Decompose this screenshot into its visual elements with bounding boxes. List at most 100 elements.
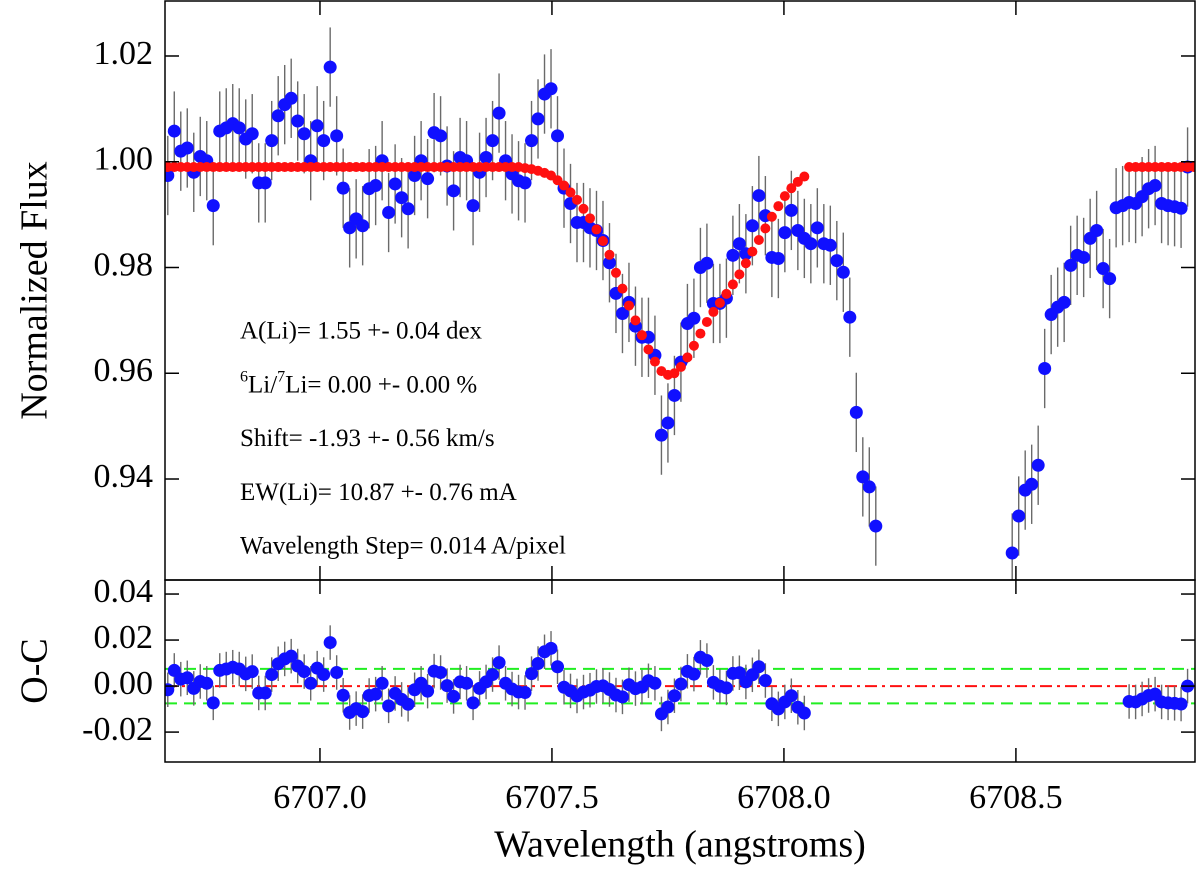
plot-frame <box>164 579 1196 763</box>
y-tick-label: 0.96 <box>94 352 154 389</box>
data-point <box>779 191 790 202</box>
data-point <box>617 283 628 294</box>
data-point <box>649 356 660 367</box>
y-tick-label: 0.94 <box>94 458 154 495</box>
data-point <box>206 199 220 213</box>
data-point <box>525 667 539 681</box>
data-point <box>518 176 532 190</box>
data-point <box>447 184 461 198</box>
data-point <box>284 649 298 663</box>
data-point <box>1005 546 1019 560</box>
data-point <box>1148 179 1162 193</box>
data-point <box>1077 250 1091 264</box>
data-point <box>369 687 383 701</box>
data-point <box>732 666 746 680</box>
data-point <box>388 177 402 191</box>
data-point <box>284 91 298 105</box>
data-point <box>343 221 357 235</box>
data-point <box>810 221 824 235</box>
data-point <box>297 665 311 679</box>
data-point <box>1096 262 1110 276</box>
data-point <box>200 676 214 690</box>
data-point <box>615 307 629 321</box>
data-point <box>630 315 641 326</box>
data-point <box>830 254 844 268</box>
data-point <box>701 316 712 327</box>
data-point <box>786 183 797 194</box>
data-point <box>317 668 331 682</box>
data-point <box>752 660 766 674</box>
y-tick-label: 1.02 <box>94 35 154 72</box>
data-point <box>667 388 681 402</box>
data-point <box>167 124 181 138</box>
data-point <box>700 256 714 270</box>
data-point <box>687 667 701 681</box>
data-point <box>584 213 595 224</box>
x-tick-label: 6707.0 <box>273 779 367 816</box>
data-point <box>395 191 409 205</box>
data-point <box>551 129 565 143</box>
data-point <box>271 109 285 123</box>
data-point <box>636 330 647 341</box>
data-point <box>687 311 701 325</box>
data-point <box>317 134 331 148</box>
data-point <box>648 676 662 690</box>
data-point <box>604 249 615 260</box>
data-point <box>492 656 506 670</box>
y-tick-label: 1.00 <box>94 141 154 178</box>
data-point <box>778 226 792 240</box>
data-point <box>667 689 681 703</box>
annotation: Wavelength Step= 0.014 A/pixel <box>240 533 566 560</box>
data-point <box>382 206 396 220</box>
data-point <box>727 279 738 290</box>
data-point <box>525 134 539 148</box>
data-point <box>486 668 500 682</box>
data-point <box>771 252 785 266</box>
data-point <box>265 134 279 148</box>
data-point <box>836 265 850 279</box>
data-point <box>356 705 370 719</box>
data-point <box>330 665 344 679</box>
data-point <box>375 676 389 690</box>
data-point <box>869 519 883 533</box>
data-point <box>180 671 194 685</box>
superscript: 6 <box>240 368 248 385</box>
data-point <box>401 202 415 216</box>
annotation: 6Li/7Li= 0.00 +- 0.00 % <box>240 368 477 398</box>
annotation-part: Li/ <box>248 371 277 398</box>
data-point <box>602 256 616 270</box>
data-point <box>745 219 759 233</box>
annotation: Shift= -1.93 +- 0.56 km/s <box>240 425 495 452</box>
data-point <box>492 106 506 120</box>
data-point <box>766 211 777 222</box>
data-point <box>740 258 751 269</box>
data-point <box>856 470 870 484</box>
y-axis-label: Normalized Flux <box>14 161 56 420</box>
data-point <box>440 679 454 693</box>
data-point <box>721 288 732 299</box>
data-point <box>1103 272 1117 286</box>
data-point <box>232 121 246 135</box>
data-point <box>245 127 259 141</box>
x-tick-label: 6707.5 <box>505 779 599 816</box>
data-point <box>330 129 344 143</box>
data-point <box>323 60 337 74</box>
data-point <box>486 134 500 148</box>
data-point <box>661 700 675 714</box>
data-point <box>434 665 448 679</box>
data-point <box>447 689 461 703</box>
data-point <box>797 706 811 720</box>
data-point <box>421 684 435 698</box>
data-point <box>1031 458 1045 472</box>
data-point <box>369 179 383 193</box>
y-tick-label: 0.00 <box>94 665 154 702</box>
data-point <box>291 114 305 128</box>
data-point <box>708 306 719 317</box>
data-point <box>1189 162 1195 173</box>
data-point <box>466 199 480 213</box>
data-point <box>421 172 435 186</box>
data-point <box>531 112 545 126</box>
data-point <box>732 237 746 251</box>
data-point <box>719 681 733 695</box>
